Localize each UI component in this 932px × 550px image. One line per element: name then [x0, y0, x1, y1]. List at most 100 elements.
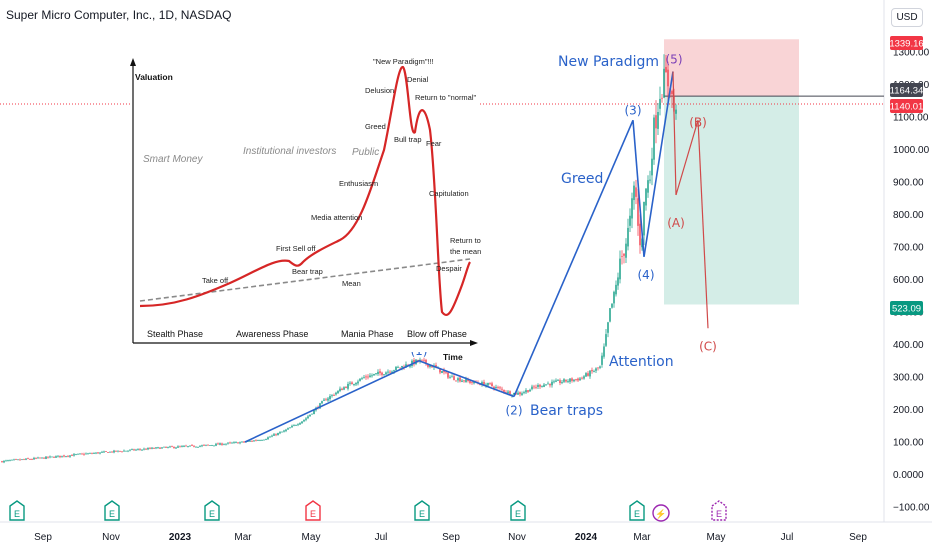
earnings-marker[interactable]: [414, 500, 430, 521]
candle-body: [665, 66, 667, 73]
impulse-wave-segment[interactable]: [418, 360, 515, 398]
earnings-marker-letter: ⚡: [655, 508, 666, 520]
annotation-bear-traps[interactable]: Bear traps: [530, 403, 603, 419]
earnings-marker-letter: E: [209, 509, 215, 519]
earnings-marker[interactable]: [305, 500, 321, 521]
candle-body: [299, 423, 301, 425]
candle-body: [631, 198, 633, 219]
candle-body: [521, 393, 523, 395]
candle-body: [229, 442, 231, 444]
candle-body: [569, 378, 571, 382]
candle-body: [397, 366, 399, 368]
candle-body: [649, 179, 651, 181]
impulse-wave-segment[interactable]: [244, 360, 420, 443]
impulse-wave-segment[interactable]: [513, 119, 634, 397]
candle-body: [271, 435, 273, 437]
price-axis[interactable]: 1300.001200.001100.001000.00900.00800.00…: [893, 48, 930, 514]
candle-body: [53, 456, 55, 458]
candle-body: [183, 446, 185, 447]
annotation-greed[interactable]: Greed: [561, 171, 603, 187]
candle-body: [135, 449, 137, 451]
earnings-marker[interactable]: [9, 500, 25, 521]
candle-body: [105, 451, 107, 452]
corrective-wave-segment[interactable]: [697, 120, 709, 329]
time-axis-label: 2024: [575, 532, 598, 543]
wave-label-c[interactable]: (C): [699, 339, 717, 353]
candle-body: [555, 380, 557, 382]
candle-body: [339, 388, 341, 391]
candle-body: [257, 440, 259, 441]
currency-button[interactable]: USD: [891, 8, 923, 27]
candle-body: [67, 455, 69, 457]
candle-body: [331, 394, 333, 396]
earnings-marker[interactable]: [104, 500, 120, 521]
earnings-marker[interactable]: [629, 500, 645, 521]
candle-body: [561, 382, 563, 383]
candle-body: [153, 448, 155, 449]
wave-label-a[interactable]: (A): [667, 216, 685, 230]
impulse-wave-segment[interactable]: [632, 120, 645, 257]
candle-body: [181, 446, 183, 447]
candle-body: [341, 388, 343, 391]
candle-body: [235, 442, 237, 443]
candle-body: [155, 447, 157, 449]
wave-label-4[interactable]: (4): [638, 268, 655, 282]
price-tag-box: [890, 83, 923, 97]
candle-body: [313, 409, 315, 415]
candle-body: [575, 379, 577, 380]
price-tag-value: 1140.01: [890, 102, 924, 113]
candle-body: [171, 446, 173, 448]
candle-body: [85, 453, 87, 455]
candle-body: [541, 386, 543, 387]
wave-label-b[interactable]: (B): [689, 115, 707, 129]
annotation-attention[interactable]: Attention: [609, 354, 674, 370]
earnings-marker-letter: E: [515, 509, 521, 519]
candle-body: [251, 440, 253, 442]
candle-body: [57, 455, 59, 457]
candle-body: [147, 448, 149, 450]
candle-body: [385, 372, 387, 375]
candle-body: [445, 371, 447, 373]
candle-body: [29, 459, 31, 460]
candle-body: [493, 386, 495, 389]
wave-label-2[interactable]: (2): [506, 404, 523, 418]
earnings-marker[interactable]: [510, 500, 526, 521]
candle-body: [469, 380, 471, 383]
candle-body: [65, 456, 67, 457]
corrective-wave-segment[interactable]: [675, 120, 699, 196]
inset-phase-awareness: Awareness Phase: [236, 329, 308, 339]
annotation-new-paradigm[interactable]: New Paradigm: [558, 54, 659, 70]
candle-body: [539, 384, 541, 387]
candle-body: [467, 379, 469, 381]
candle-body: [139, 449, 141, 451]
candle-body: [547, 383, 549, 385]
impulse-wave-segment[interactable]: [643, 71, 674, 257]
candle-body: [285, 429, 287, 431]
earnings-markers[interactable]: E E E E E E E ⚡ E: [9, 500, 727, 522]
wave-label-3[interactable]: (3): [625, 103, 642, 117]
candle-body: [93, 453, 95, 454]
candle-body: [627, 227, 629, 247]
wave-label-5[interactable]: (5): [666, 53, 683, 67]
candle-body: [209, 445, 211, 446]
take-profit-zone[interactable]: [664, 96, 799, 305]
inset-public: Public: [352, 147, 379, 158]
time-axis-label: Mar: [633, 532, 651, 543]
candle-body: [149, 448, 151, 449]
candle-body: [343, 387, 345, 390]
corrective-wave-segment[interactable]: [672, 71, 677, 196]
earnings-marker[interactable]: [204, 500, 220, 521]
time-axis[interactable]: Sep Nov 2023 Mar May Jul Sep Nov 2024 Mar May Jul Se…: [34, 532, 867, 543]
stop-loss-zone[interactable]: [664, 39, 799, 97]
earnings-marker[interactable]: [711, 500, 727, 521]
candle-body: [603, 346, 605, 357]
candle-body: [191, 445, 193, 447]
inset-return-mean-2: the mean: [450, 247, 481, 256]
candle-body: [75, 454, 77, 456]
candle-body: [63, 455, 65, 457]
dividend-split-marker[interactable]: [652, 504, 670, 522]
candle-body: [51, 456, 53, 458]
wave-count[interactable]: (1)(2)(3)(4)(5)(A)(B)(C): [244, 53, 717, 443]
inset-phase-mania: Mania Phase: [341, 329, 394, 339]
